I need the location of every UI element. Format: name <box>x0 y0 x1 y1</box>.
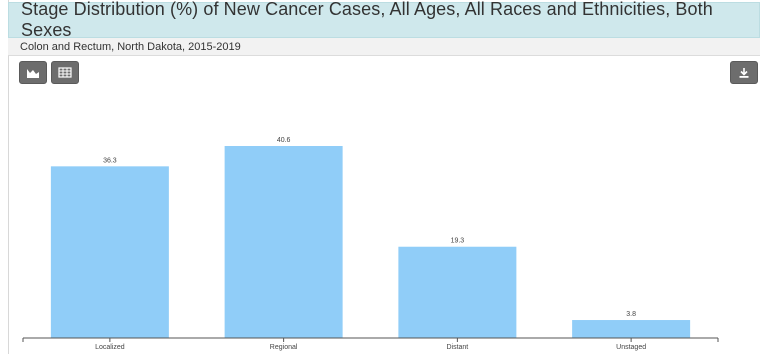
bar-value-label: 36.3 <box>103 157 117 164</box>
x-axis-tick-label: Localized <box>95 344 125 351</box>
bar-localized[interactable] <box>50 166 169 338</box>
bar-value-label: 40.6 <box>277 137 291 144</box>
bar-distant[interactable] <box>398 246 517 338</box>
chart-subtitle: Colon and Rectum, North Dakota, 2015-201… <box>20 40 241 53</box>
chart-title-bar: Stage Distribution (%) of New Cancer Cas… <box>8 0 760 40</box>
bar-unstaged[interactable] <box>572 320 691 338</box>
bar-regional[interactable] <box>224 146 343 338</box>
page-title: Stage Distribution (%) of New Cancer Cas… <box>21 0 713 40</box>
bar-chart-icon <box>27 68 39 78</box>
x-axis-tick-label: Regional <box>270 344 298 351</box>
chart-subtitle-bar: Colon and Rectum, North Dakota, 2015-201… <box>8 38 760 56</box>
download-icon <box>739 67 749 78</box>
table-icon <box>58 67 72 78</box>
bar-value-label: 19.3 <box>451 238 465 245</box>
download-button[interactable] <box>730 61 758 84</box>
table-view-button[interactable] <box>51 61 79 84</box>
bar-value-label: 3.8 <box>626 311 636 318</box>
x-axis-tick-label: Distant <box>446 344 468 351</box>
x-axis-tick-label: Unstaged <box>616 344 646 351</box>
chart-panel <box>8 0 760 354</box>
chart-view-button[interactable] <box>19 61 47 84</box>
